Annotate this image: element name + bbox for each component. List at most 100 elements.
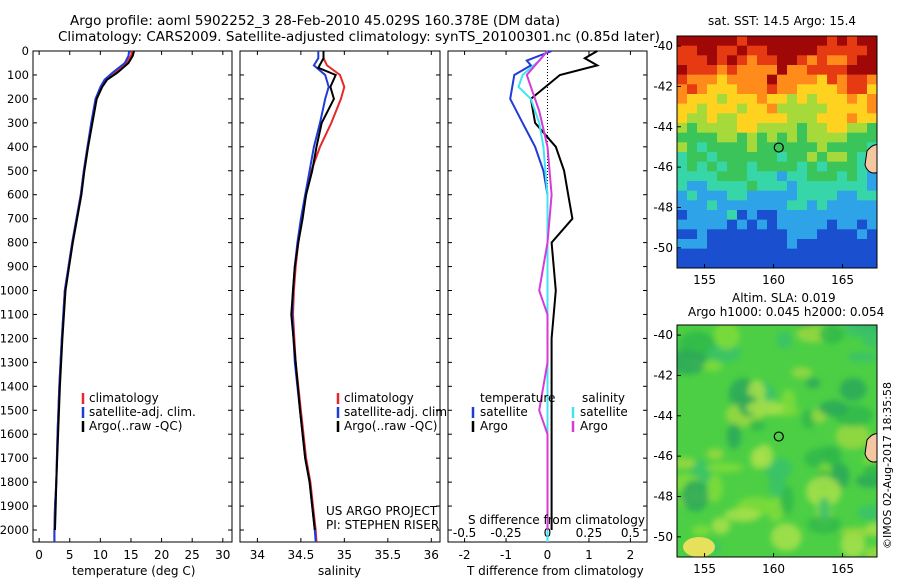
temperature-series-line (54, 50, 135, 531)
legend-entry: Argo (580, 419, 608, 433)
sst-cell (817, 152, 828, 163)
sst-cell (857, 113, 868, 124)
sst-cell (837, 65, 848, 76)
sst-cell (787, 94, 798, 105)
sst-cell (697, 113, 708, 124)
sst-cell (677, 142, 688, 153)
sst-cell (837, 258, 848, 268)
x2-tick-label: 0.5 (621, 526, 640, 540)
sst-cell (747, 229, 758, 240)
sst-cell (797, 132, 808, 143)
sst-cell (817, 219, 828, 230)
sst-cell (847, 123, 858, 134)
sst-cell (687, 142, 698, 153)
sst-cell (777, 190, 788, 201)
sst-cell (697, 171, 708, 182)
sst-cell (737, 258, 748, 268)
sla-blob (683, 537, 715, 557)
sst-cell (787, 171, 798, 182)
lat-tick-label: -50 (653, 530, 673, 544)
sst-cell (687, 210, 698, 221)
sst-cell (717, 210, 728, 221)
sst-cell (797, 161, 808, 172)
sst-cell (717, 103, 728, 114)
sst-cell (727, 84, 738, 95)
sst-cell (827, 36, 838, 47)
sst-cell (697, 55, 708, 66)
sst-cell (827, 239, 838, 250)
sst-cell (867, 190, 877, 201)
lat-tick-label: -48 (653, 200, 673, 214)
sst-cell (747, 161, 758, 172)
sst-cell (707, 181, 718, 192)
sst-cell (847, 103, 858, 114)
sst-cell (847, 65, 858, 76)
difference-series-line (525, 50, 553, 530)
sst-cell (757, 152, 768, 163)
sst-cell (717, 248, 728, 259)
sst-cell (857, 84, 868, 95)
sst-cell (837, 45, 848, 56)
sst-cell (747, 55, 758, 66)
sst-cell (857, 190, 868, 201)
sst-cell (807, 190, 818, 201)
sst-cell (827, 190, 838, 201)
sst-cell (787, 84, 798, 95)
figure-title-line2: Climatology: CARS2009. Satellite-adjuste… (58, 29, 661, 45)
sst-cell (697, 45, 708, 56)
sst-cell (777, 229, 788, 240)
sst-cell (747, 258, 758, 268)
sst-cell (837, 229, 848, 240)
sst-cell (817, 55, 828, 66)
sst-cell (807, 94, 818, 105)
depth-tick-label: 200 (7, 92, 29, 106)
sst-cell (737, 55, 748, 66)
x-tick-label: -1 (500, 548, 512, 562)
sst-cell (757, 219, 768, 230)
depth-tick-label: 1000 (0, 284, 29, 298)
sst-cell (707, 74, 718, 85)
sst-cell (807, 36, 818, 47)
sst-cell (847, 248, 858, 259)
sst-cell (817, 200, 828, 211)
sst-cell (727, 74, 738, 85)
legend-header-temperature: temperature (480, 391, 555, 405)
sst-cell (757, 103, 768, 114)
sst-cell (747, 123, 758, 134)
sst-cell (737, 113, 748, 124)
sst-cell (787, 210, 798, 221)
sst-cell (827, 181, 838, 192)
sst-cell (797, 55, 808, 66)
sst-cell (807, 219, 818, 230)
sst-cell (757, 74, 768, 85)
sst-cell (837, 103, 848, 114)
sst-cell (807, 113, 818, 124)
sst-cell (867, 74, 877, 85)
sla-blob (818, 400, 848, 417)
sst-cell (857, 94, 868, 105)
sst-cell (737, 248, 748, 259)
sst-cell (677, 229, 688, 240)
x-tick-label: 0 (35, 548, 43, 562)
sst-cell (687, 74, 698, 85)
sla-blob (768, 467, 786, 498)
sst-cell (777, 132, 788, 143)
sst-cell (727, 229, 738, 240)
x-tick-label: 35.5 (374, 548, 401, 562)
sla-map-title-line2: Argo h1000: 0.045 h2000: 0.054 (688, 305, 885, 319)
sla-blob (750, 447, 766, 469)
sst-cell (807, 248, 818, 259)
sst-cell (867, 84, 877, 95)
sst-cell (817, 258, 828, 268)
sst-cell (857, 36, 868, 47)
sst-cell (797, 74, 808, 85)
sst-cell (757, 161, 768, 172)
sst-cell (797, 248, 808, 259)
sst-cell (857, 152, 868, 163)
sst-cell (817, 103, 828, 114)
lon-tick-label: 165 (831, 273, 854, 287)
x-tick-label: 30 (215, 548, 230, 562)
sst-cell (737, 65, 748, 76)
sst-cell (677, 103, 688, 114)
